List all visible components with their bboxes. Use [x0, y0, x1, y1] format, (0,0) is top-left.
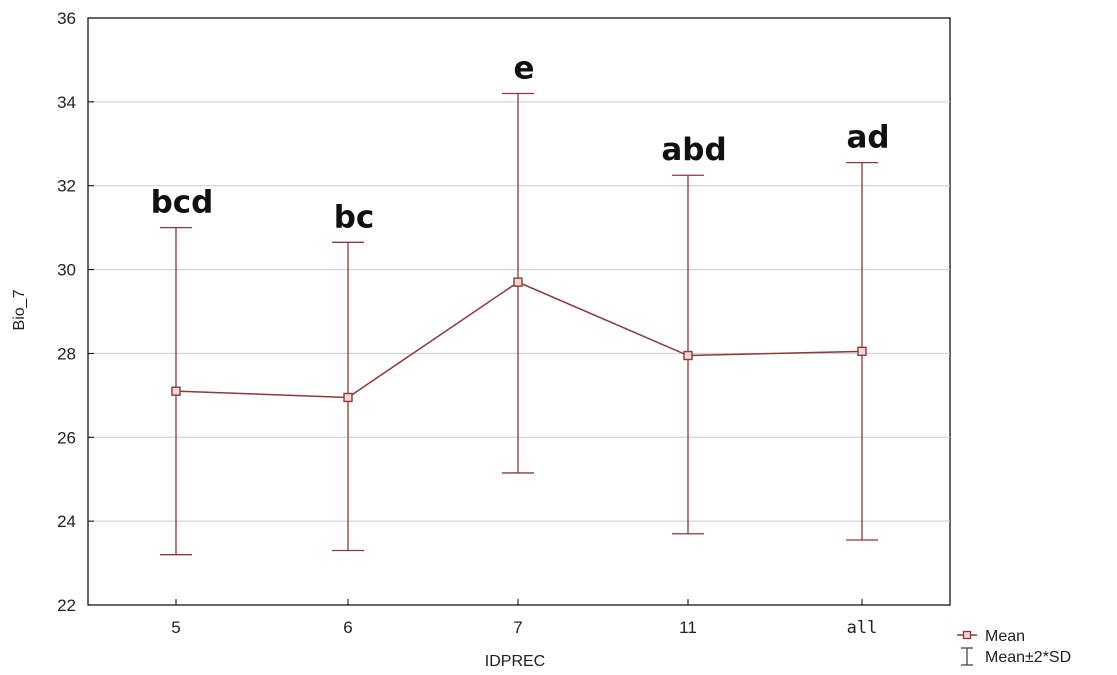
group-letter-0: bcd [151, 185, 214, 221]
mean-marker-2 [513, 277, 523, 287]
y-tick-label-3: 28 [57, 344, 76, 363]
x-tick-label-2: 7 [513, 618, 522, 637]
x-axis-ticks: 5 6 7 11 all [171, 599, 877, 638]
x-tick-label-3: 11 [679, 618, 697, 637]
legend-sd-whisker-icon [961, 647, 973, 666]
y-tick-label-4: 30 [57, 261, 76, 280]
grid-lines [88, 101, 950, 522]
legend-mean-marker-icon [962, 630, 972, 640]
mean-marker-4 [857, 346, 867, 357]
x-tick-label-0: 5 [171, 618, 180, 637]
y-tick-label-5: 32 [57, 177, 76, 196]
legend-mean-label: Mean [985, 628, 1025, 645]
x-tick-label-1: 6 [343, 618, 352, 637]
mean-markers [171, 277, 867, 403]
y-tick-label-0: 22 [57, 596, 76, 615]
mean-marker-3 [683, 350, 693, 361]
group-letters: bcd bc e abd ad [151, 50, 890, 235]
y-axis-ticks: 22 24 26 28 30 32 34 36 [57, 9, 94, 615]
group-letter-3: abd [661, 132, 726, 168]
x-axis-title: IDPREC [485, 653, 545, 670]
y-tick-label-6: 34 [57, 93, 76, 112]
mean-marker-1 [343, 392, 353, 403]
plot-area [87, 17, 951, 606]
legend-sd-label: Mean±2*SD [985, 649, 1071, 666]
legend: Mean Mean±2*SD [957, 628, 1071, 666]
y-axis-title: Bio_7 [11, 289, 28, 330]
x-tick-label-4: all [847, 618, 878, 638]
y-tick-label-7: 36 [57, 9, 76, 28]
group-letter-4: ad [846, 120, 889, 156]
mean-marker-0 [171, 386, 181, 396]
group-letter-1: bc [334, 199, 375, 235]
group-letter-2: e [513, 50, 534, 86]
y-tick-label-1: 24 [57, 512, 76, 531]
y-tick-label-2: 26 [57, 428, 76, 447]
